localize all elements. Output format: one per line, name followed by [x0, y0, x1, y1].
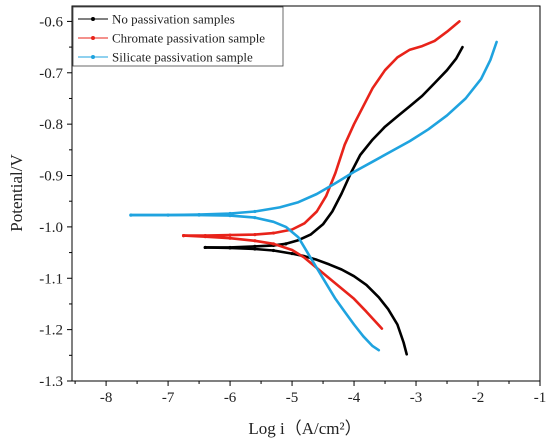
x-tick-label: -1: [534, 390, 547, 406]
legend-marker: [91, 17, 95, 21]
legend-marker: [91, 55, 95, 59]
legend-label: Silicate passivation sample: [112, 50, 253, 65]
data-point: [228, 236, 232, 240]
x-tick-label: -8: [100, 390, 113, 406]
plot-frame: [71, 5, 541, 382]
legend-box: [72, 6, 284, 67]
y-tick-label: -0.6: [39, 14, 63, 30]
x-axis: -8 -7 -6 -5 -4 -3 -2 -1: [74, 381, 547, 406]
data-point: [166, 213, 170, 217]
y-axis: -0.6 -0.7 -0.8 -0.9 -1.0 -1.1 -1.2 -1.3: [39, 14, 72, 390]
x-tick-label: -2: [472, 390, 485, 406]
legend-marker: [91, 36, 95, 40]
data-point: [253, 239, 257, 243]
series-layer: [129, 20, 498, 356]
data-point: [203, 235, 207, 239]
y-axis-title: Potential/V: [7, 154, 26, 232]
y-tick-label: -0.9: [39, 169, 63, 185]
data-point: [253, 232, 257, 237]
data-point: [228, 233, 232, 237]
series-line: [129, 40, 498, 217]
y-tick-label: -1.3: [39, 374, 63, 390]
x-tick-label: -4: [348, 390, 361, 406]
data-point: [271, 231, 276, 235]
x-axis-title: Log i（A/cm²）: [248, 419, 361, 438]
data-point: [290, 252, 294, 256]
data-point: [271, 248, 276, 253]
y-tick-label: -1.0: [39, 220, 63, 236]
x-tick-label: -7: [162, 390, 175, 406]
data-point: [197, 213, 201, 217]
x-tick-label: -6: [224, 390, 237, 406]
series-line: [129, 213, 381, 352]
series-1: [203, 45, 464, 356]
data-point: [181, 234, 186, 238]
data-point: [228, 246, 232, 250]
legend-label: No passivation samples: [112, 12, 235, 27]
data-point: [228, 213, 232, 218]
data-point: [203, 245, 207, 250]
y-tick-label: -0.7: [39, 66, 63, 82]
y-tick-label: -0.8: [39, 117, 63, 133]
series-3: [129, 40, 498, 352]
data-point: [253, 216, 257, 220]
x-tick-label: -3: [410, 390, 423, 406]
x-tick-label: -5: [286, 390, 299, 406]
series-line: [182, 234, 384, 330]
data-point: [284, 242, 288, 246]
legend: No passivation samples Chromate passivati…: [72, 6, 284, 67]
series-line: [182, 20, 461, 237]
legend-label: Chromate passivation sample: [112, 31, 265, 46]
data-point: [253, 209, 257, 214]
y-tick-label: -1.2: [39, 323, 63, 339]
data-point: [253, 247, 257, 251]
y-tick-label: -1.1: [39, 271, 63, 287]
series-line: [204, 246, 409, 356]
data-point: [271, 242, 276, 246]
data-point: [253, 244, 257, 249]
data-point: [129, 213, 133, 217]
series-2: [181, 20, 461, 330]
